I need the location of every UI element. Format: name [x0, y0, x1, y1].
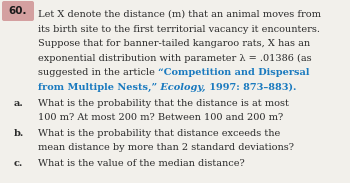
Text: What is the probability that the distance is at most: What is the probability that the distanc… — [38, 99, 289, 108]
Text: Ecology,: Ecology, — [157, 83, 206, 92]
Text: mean distance by more than 2 standard deviations?: mean distance by more than 2 standard de… — [38, 143, 294, 152]
Text: c.: c. — [14, 159, 23, 168]
Text: 60.: 60. — [9, 6, 27, 16]
Text: exponential distribution with parameter λ = .01386 (as: exponential distribution with parameter … — [38, 53, 312, 63]
Text: Suppose that for banner-tailed kangaroo rats, X has an: Suppose that for banner-tailed kangaroo … — [38, 39, 310, 48]
Text: 100 m? At most 200 m? Between 100 and 200 m?: 100 m? At most 200 m? Between 100 and 20… — [38, 113, 283, 122]
Text: Let X denote the distance (m) that an animal moves from: Let X denote the distance (m) that an an… — [38, 10, 321, 19]
Text: a.: a. — [14, 99, 24, 108]
Text: from Multiple Nests,”: from Multiple Nests,” — [38, 83, 157, 92]
Text: b.: b. — [14, 129, 24, 138]
Text: suggested in the article: suggested in the article — [38, 68, 158, 77]
Text: What is the probability that distance exceeds the: What is the probability that distance ex… — [38, 129, 280, 138]
Text: 1997: 873–883).: 1997: 873–883). — [206, 83, 296, 92]
Text: its birth site to the first territorial vacancy it encounters.: its birth site to the first territorial … — [38, 25, 320, 33]
Text: What is the value of the median distance?: What is the value of the median distance… — [38, 159, 245, 168]
FancyBboxPatch shape — [2, 1, 34, 21]
Text: “Competition and Dispersal: “Competition and Dispersal — [158, 68, 309, 77]
